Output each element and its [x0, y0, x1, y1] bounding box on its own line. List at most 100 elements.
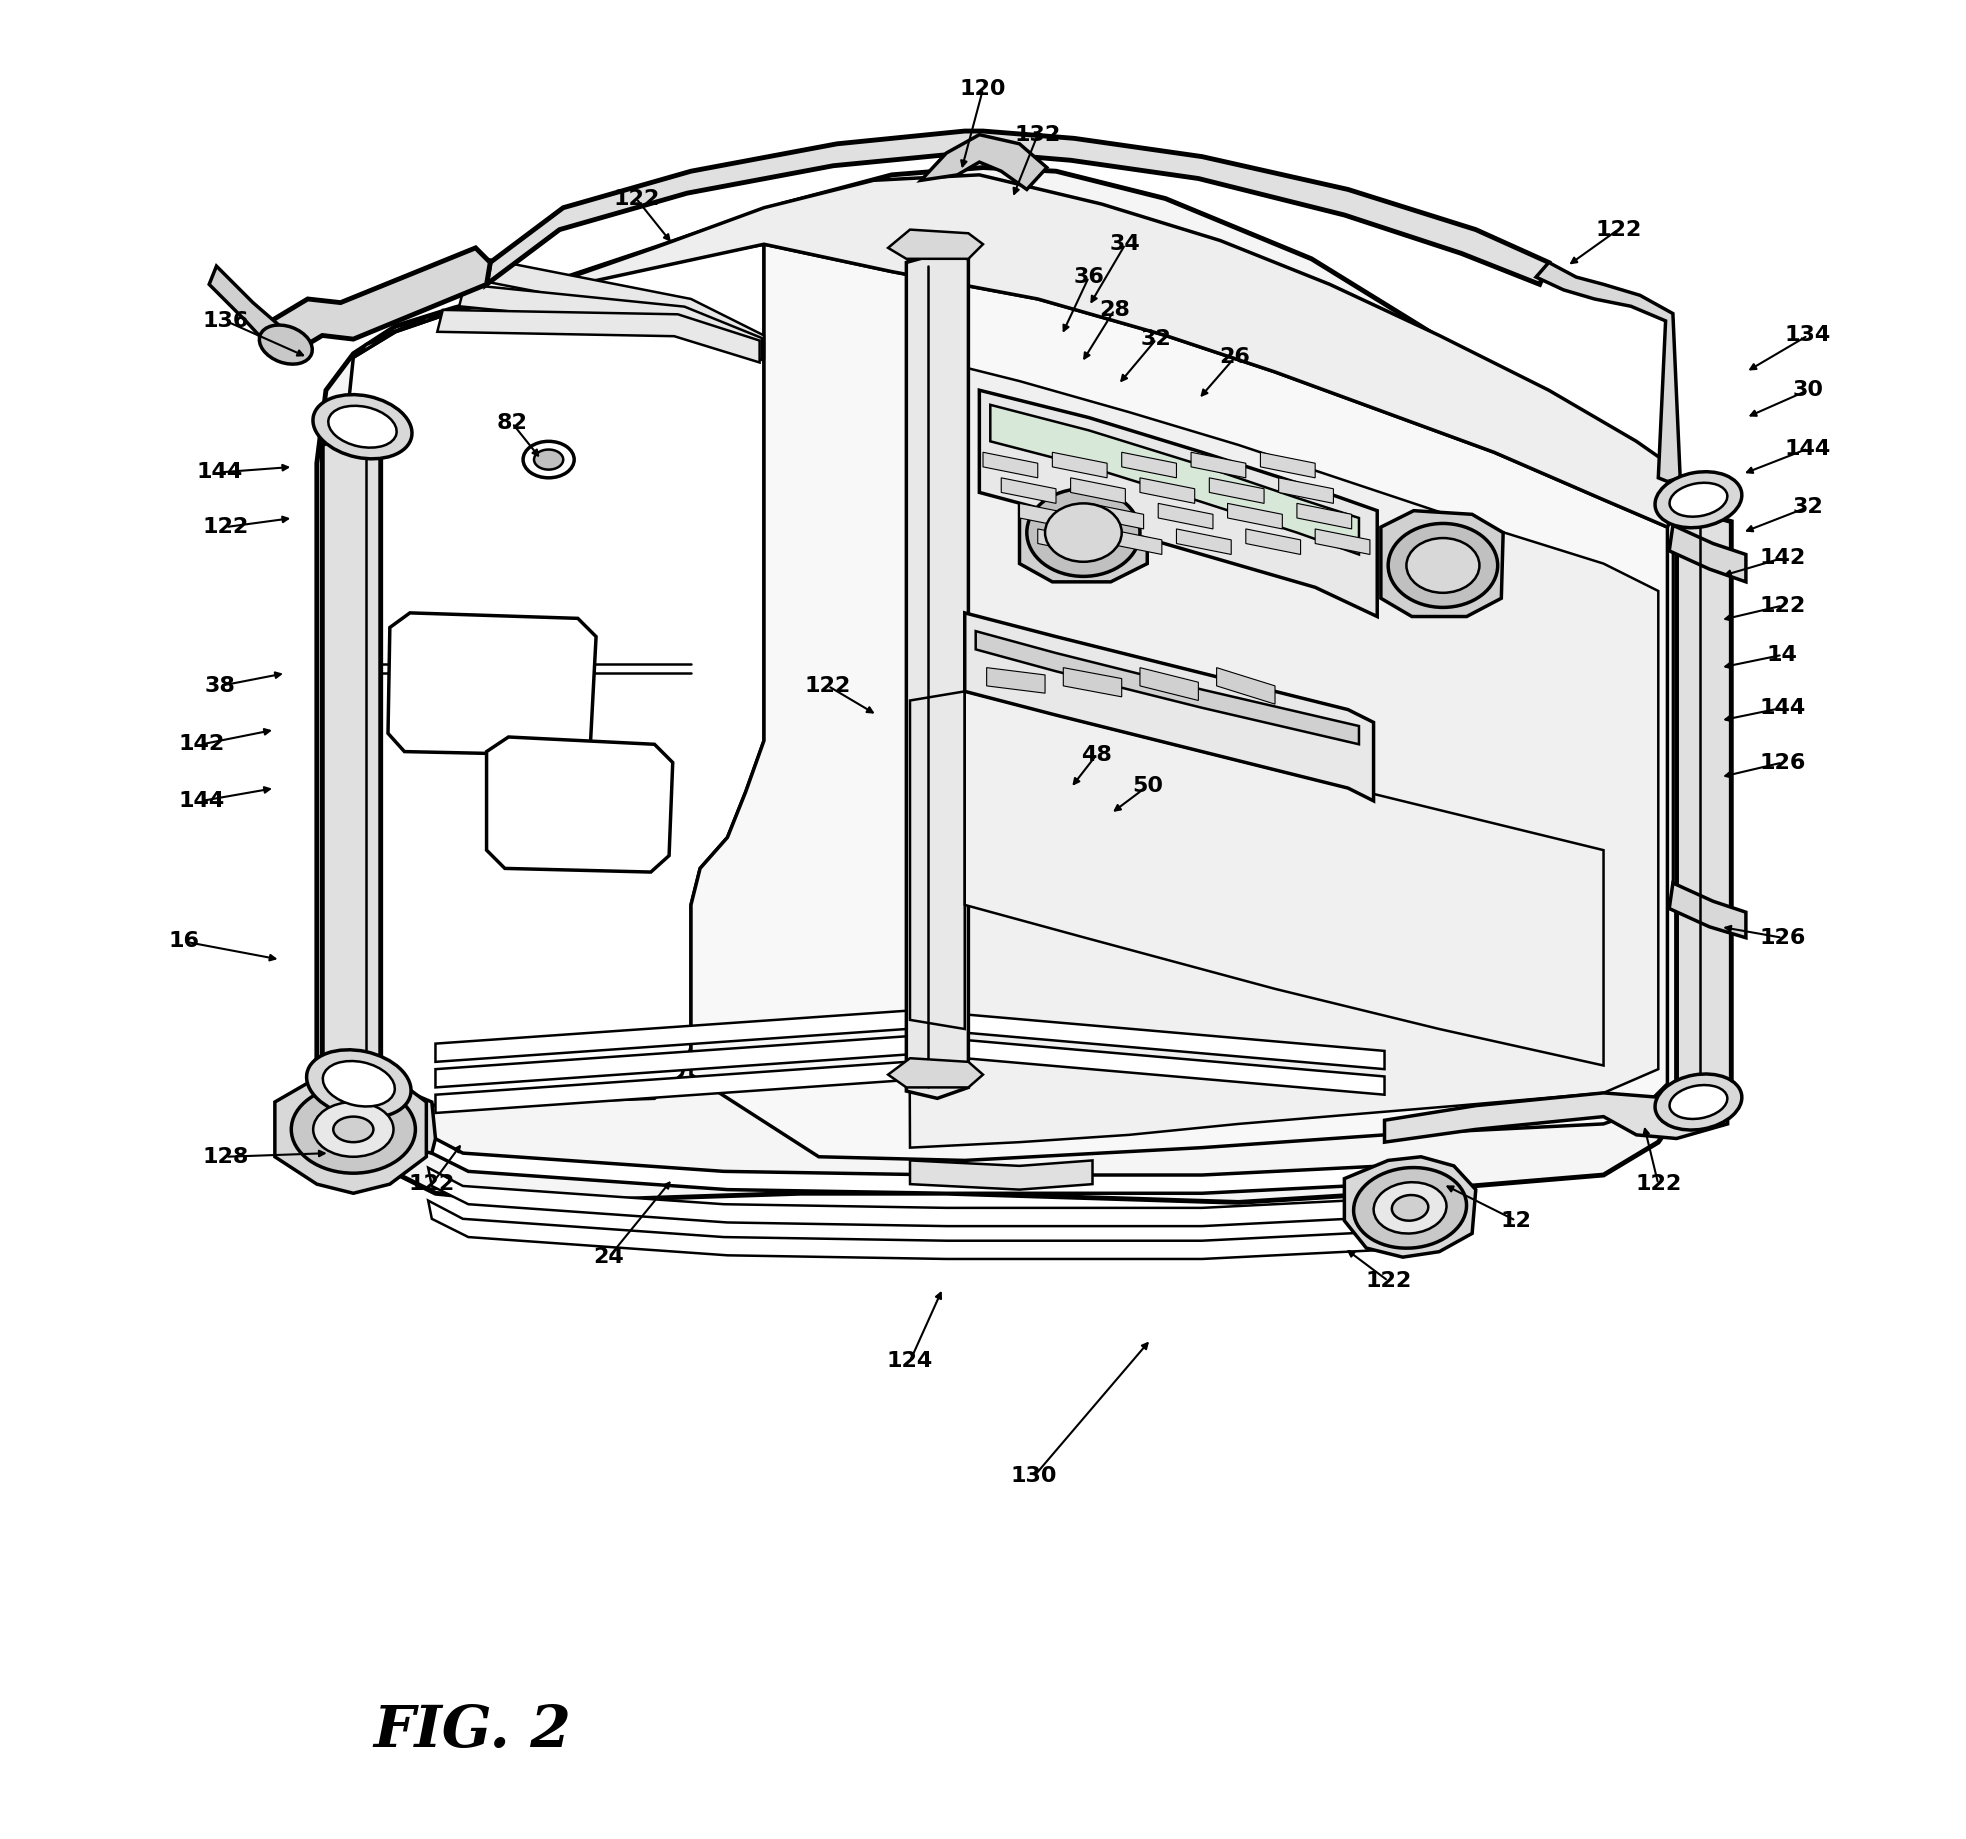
Ellipse shape — [1355, 1168, 1467, 1249]
Ellipse shape — [313, 395, 413, 458]
Polygon shape — [434, 1037, 906, 1087]
Polygon shape — [1380, 511, 1504, 616]
Polygon shape — [1384, 1092, 1728, 1142]
Text: 12: 12 — [1500, 1210, 1532, 1230]
Text: 136: 136 — [202, 311, 250, 331]
Text: 122: 122 — [202, 517, 250, 537]
Polygon shape — [910, 691, 965, 1030]
Polygon shape — [1064, 668, 1123, 697]
Polygon shape — [1669, 883, 1746, 938]
Polygon shape — [1217, 668, 1276, 704]
Text: 30: 30 — [1793, 381, 1822, 401]
Polygon shape — [1158, 504, 1213, 530]
Text: 82: 82 — [497, 414, 527, 432]
Polygon shape — [1107, 530, 1162, 555]
Text: 16: 16 — [169, 931, 199, 951]
Text: 120: 120 — [959, 79, 1007, 99]
Text: 124: 124 — [887, 1352, 934, 1372]
Ellipse shape — [260, 326, 313, 364]
Polygon shape — [889, 1057, 983, 1087]
Polygon shape — [983, 452, 1038, 478]
Polygon shape — [1246, 530, 1301, 555]
Ellipse shape — [322, 1061, 395, 1107]
Text: 122: 122 — [613, 189, 659, 208]
Text: 122: 122 — [1760, 596, 1805, 616]
Polygon shape — [1038, 530, 1093, 555]
Polygon shape — [987, 668, 1046, 693]
Text: 142: 142 — [179, 734, 224, 754]
Ellipse shape — [1374, 1182, 1447, 1234]
Ellipse shape — [1026, 489, 1140, 576]
Text: 122: 122 — [804, 677, 851, 695]
Polygon shape — [965, 1041, 1384, 1094]
Polygon shape — [1140, 668, 1199, 701]
Polygon shape — [1071, 478, 1125, 504]
Ellipse shape — [291, 1085, 415, 1173]
Ellipse shape — [1655, 473, 1742, 528]
Text: 34: 34 — [1111, 234, 1140, 254]
Polygon shape — [1020, 504, 1073, 530]
Polygon shape — [275, 1065, 427, 1194]
Text: 28: 28 — [1099, 300, 1130, 320]
Polygon shape — [1052, 452, 1107, 478]
Polygon shape — [1191, 452, 1246, 478]
Polygon shape — [322, 430, 381, 1087]
Text: 126: 126 — [1760, 752, 1805, 772]
Polygon shape — [354, 175, 1681, 528]
Text: 130: 130 — [1011, 1466, 1058, 1486]
Polygon shape — [1176, 530, 1231, 555]
Polygon shape — [1227, 504, 1282, 530]
Polygon shape — [1020, 482, 1148, 581]
Polygon shape — [889, 230, 983, 259]
Ellipse shape — [1046, 504, 1123, 561]
Polygon shape — [906, 254, 969, 1098]
Polygon shape — [486, 131, 1549, 285]
Text: 128: 128 — [202, 1148, 250, 1166]
Ellipse shape — [535, 449, 562, 469]
Text: 26: 26 — [1219, 348, 1250, 368]
Polygon shape — [991, 405, 1359, 555]
Ellipse shape — [1669, 484, 1728, 517]
Polygon shape — [434, 1011, 906, 1061]
Text: 126: 126 — [1760, 927, 1805, 947]
Polygon shape — [1209, 478, 1264, 504]
Polygon shape — [1345, 1157, 1476, 1258]
Polygon shape — [434, 1061, 906, 1113]
Text: 134: 134 — [1785, 326, 1830, 346]
Text: 14: 14 — [1767, 645, 1797, 666]
Polygon shape — [317, 167, 1691, 1203]
Text: 50: 50 — [1132, 776, 1162, 796]
Polygon shape — [1260, 452, 1315, 478]
Ellipse shape — [1669, 1085, 1728, 1118]
Polygon shape — [344, 245, 765, 1105]
Ellipse shape — [1388, 524, 1498, 607]
Ellipse shape — [307, 1050, 411, 1118]
Text: 132: 132 — [1014, 125, 1062, 145]
Text: 144: 144 — [1785, 440, 1830, 458]
Polygon shape — [429, 1168, 1384, 1227]
Polygon shape — [460, 285, 761, 360]
Text: 32: 32 — [1140, 329, 1172, 349]
Text: 48: 48 — [1081, 745, 1111, 765]
Ellipse shape — [334, 1116, 374, 1142]
Ellipse shape — [1406, 539, 1480, 592]
Text: 144: 144 — [1760, 697, 1805, 717]
Ellipse shape — [313, 1102, 393, 1157]
Polygon shape — [387, 612, 596, 756]
Polygon shape — [429, 1135, 1384, 1194]
Ellipse shape — [328, 406, 397, 447]
Polygon shape — [1677, 500, 1732, 1116]
Polygon shape — [486, 737, 672, 872]
Text: 142: 142 — [1760, 548, 1805, 568]
Polygon shape — [1669, 526, 1746, 581]
Polygon shape — [1673, 522, 1712, 908]
Polygon shape — [1089, 504, 1144, 530]
Polygon shape — [690, 245, 1667, 1160]
Text: 122: 122 — [1364, 1271, 1412, 1291]
Polygon shape — [965, 691, 1604, 1065]
Polygon shape — [1535, 263, 1681, 482]
Ellipse shape — [523, 441, 574, 478]
Text: FIG. 2: FIG. 2 — [374, 1703, 570, 1760]
Polygon shape — [429, 1201, 1384, 1260]
Polygon shape — [920, 134, 1046, 189]
